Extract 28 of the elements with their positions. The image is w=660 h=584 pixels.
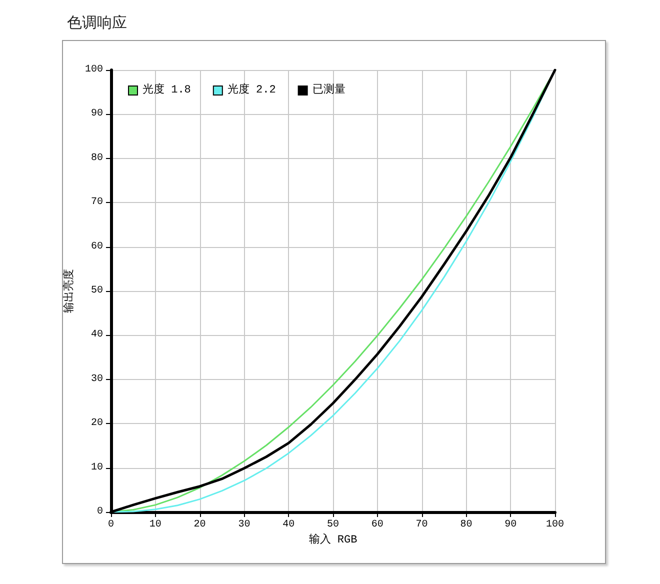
y-tick-label: 10 [90,462,103,474]
legend-label: 光度 1.8 [142,82,191,96]
x-axis-title: 输入 RGB [308,532,358,546]
x-tick-label: 10 [149,520,162,530]
x-tick-label: 20 [194,520,206,530]
x-tick-label: 0 [108,520,114,530]
x-tick-label: 100 [546,520,564,530]
legend-label: 已测量 [312,84,346,96]
x-tick-label: 80 [460,520,472,530]
y-tick-label: 20 [90,418,103,430]
legend-label: 光度 2.2 [227,82,276,96]
x-tick-label: 90 [504,520,517,530]
x-tick-label: 60 [371,520,384,530]
y-tick-label: 70 [90,197,103,208]
y-tick-label: 100 [84,64,103,76]
y-tick-label: 60 [90,241,103,252]
y-tick-label: 30 [90,374,103,385]
y-tick-label: 40 [90,330,103,341]
y-tick-label: 50 [90,286,103,296]
y-tick-label: 90 [90,108,103,120]
x-tick-label: 70 [416,520,428,530]
x-tick-label: 50 [326,520,340,530]
x-tick-label: 30 [238,520,250,530]
x-tick-label: 40 [282,520,295,530]
y-tick-label: 80 [90,152,103,164]
y-tick-label: 0 [96,506,103,518]
chart-title: 色调响应 [67,14,127,32]
y-axis-title: 输出亮度 [62,269,76,313]
